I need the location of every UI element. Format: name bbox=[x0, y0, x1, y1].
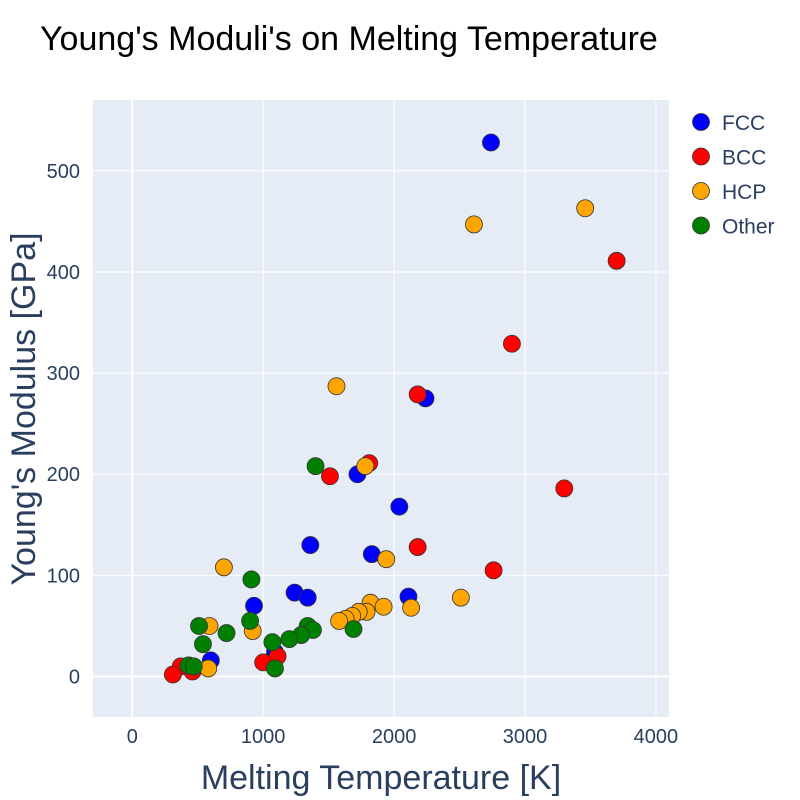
y-tick-label: 100 bbox=[47, 565, 80, 587]
point-other[interactable] bbox=[306, 457, 325, 476]
y-tick-label: 300 bbox=[47, 363, 80, 385]
point-bcc[interactable] bbox=[321, 467, 339, 486]
y-tick-label: 500 bbox=[47, 161, 80, 183]
y-tick-label: 200 bbox=[47, 464, 80, 486]
legend-label-bcc: BCC bbox=[722, 147, 766, 170]
point-other[interactable] bbox=[263, 633, 282, 652]
y-axis-title: Young's Modulus [GPa] bbox=[5, 232, 43, 585]
x-axis-ticks: 0 1000 2000 3000 4000 bbox=[127, 726, 678, 748]
point-fcc[interactable] bbox=[298, 588, 317, 607]
point-hcp[interactable] bbox=[576, 199, 595, 218]
legend-label-other: Other bbox=[722, 216, 775, 239]
point-other[interactable] bbox=[280, 630, 299, 649]
point-bcc[interactable] bbox=[408, 538, 427, 556]
legend-marker-fcc bbox=[692, 113, 710, 131]
point-hcp[interactable] bbox=[465, 215, 483, 234]
point-bcc[interactable] bbox=[163, 665, 182, 684]
y-tick-label: 0 bbox=[69, 667, 80, 689]
y-axis-ticks: 0 100 200 300 400 500 bbox=[47, 161, 80, 689]
point-other[interactable] bbox=[242, 570, 261, 589]
point-other[interactable] bbox=[184, 657, 203, 676]
x-tick-label: 0 bbox=[127, 726, 138, 748]
point-other[interactable] bbox=[344, 620, 363, 638]
point-other[interactable] bbox=[266, 659, 284, 678]
legend-marker-bcc bbox=[692, 147, 710, 166]
point-fcc[interactable] bbox=[245, 596, 263, 615]
point-other[interactable] bbox=[241, 612, 259, 630]
plot-area bbox=[93, 100, 669, 717]
y-tick-label: 400 bbox=[47, 262, 80, 284]
point-hcp[interactable] bbox=[327, 377, 346, 396]
point-other[interactable] bbox=[217, 624, 236, 642]
legend[interactable]: FCC BCC HCP Other bbox=[692, 112, 775, 239]
point-other[interactable] bbox=[190, 617, 208, 635]
chart-title: Young's Moduli's on Melting Temperature bbox=[40, 20, 658, 58]
point-hcp[interactable] bbox=[402, 598, 421, 617]
x-axis-title: Melting Temperature [K] bbox=[201, 759, 561, 797]
legend-label-fcc: FCC bbox=[722, 112, 765, 135]
point-bcc[interactable] bbox=[408, 385, 427, 404]
point-bcc[interactable] bbox=[555, 479, 574, 498]
legend-item-bcc[interactable]: BCC bbox=[692, 147, 767, 170]
point-fcc[interactable] bbox=[390, 497, 409, 516]
legend-marker-other bbox=[692, 216, 710, 235]
point-hcp[interactable] bbox=[377, 550, 396, 569]
legend-item-fcc[interactable]: FCC bbox=[692, 112, 766, 135]
point-hcp[interactable] bbox=[374, 597, 393, 616]
point-bcc[interactable] bbox=[607, 251, 626, 270]
legend-item-other[interactable]: Other bbox=[692, 216, 775, 239]
point-hcp[interactable] bbox=[356, 457, 375, 476]
point-hcp[interactable] bbox=[330, 612, 349, 630]
x-tick-label: 3000 bbox=[503, 726, 548, 748]
point-other[interactable] bbox=[194, 635, 212, 654]
point-fcc[interactable] bbox=[301, 536, 320, 554]
legend-item-hcp[interactable]: HCP bbox=[692, 181, 767, 204]
x-tick-label: 2000 bbox=[372, 726, 417, 748]
legend-marker-hcp bbox=[692, 182, 710, 200]
point-bcc[interactable] bbox=[503, 334, 521, 353]
point-hcp[interactable] bbox=[451, 588, 470, 607]
data-points bbox=[163, 133, 626, 684]
point-hcp[interactable] bbox=[215, 558, 233, 577]
point-bcc[interactable] bbox=[484, 561, 503, 580]
x-tick-label: 1000 bbox=[241, 726, 286, 748]
point-fcc[interactable] bbox=[482, 133, 500, 152]
x-tick-label: 4000 bbox=[634, 726, 679, 748]
legend-label-hcp: HCP bbox=[722, 181, 766, 204]
